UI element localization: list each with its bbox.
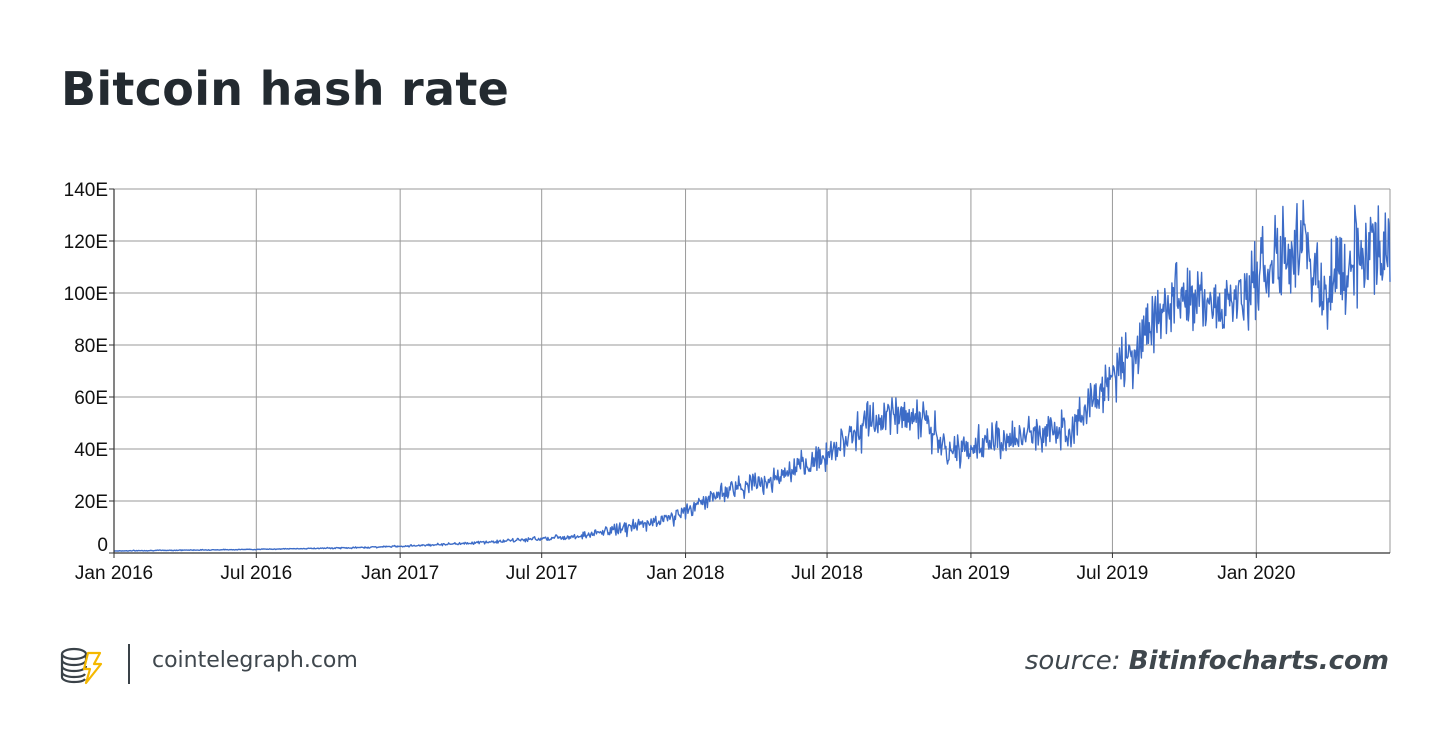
y-tick-label: 120E bbox=[64, 232, 108, 253]
footer-source: source: Bitinfocharts.com bbox=[1025, 646, 1389, 676]
x-tick-label: Jan 2018 bbox=[646, 563, 724, 584]
source-prefix: source: bbox=[1024, 646, 1121, 676]
y-axis-tick-labels: 0 20E 40E 60E 80E 100E 120E 140E bbox=[64, 180, 108, 556]
footer-site-name: cointelegraph.com bbox=[152, 648, 358, 673]
footer-divider bbox=[128, 644, 130, 684]
x-tick-label: Jan 2016 bbox=[75, 563, 153, 584]
hash-rate-series-line bbox=[114, 199, 1391, 552]
source-name: Bitinfocharts.com bbox=[1128, 646, 1389, 676]
x-tick-label: Jan 2020 bbox=[1217, 563, 1295, 584]
hash-rate-line-chart: 0 20E 40E 60E 80E 100E 120E 140E Jan 2016 Jul 20… bbox=[64, 180, 1391, 584]
x-tick-label: Jan 2017 bbox=[361, 563, 439, 584]
x-tick-label: Jul 2019 bbox=[1077, 563, 1149, 584]
y-tick-label: 100E bbox=[64, 284, 108, 305]
y-tick-label: 40E bbox=[74, 440, 108, 461]
coin-stack-lightning-icon bbox=[60, 647, 103, 685]
chart-grid bbox=[113, 188, 1391, 553]
x-tick-label: Jul 2016 bbox=[220, 563, 292, 584]
x-tick-label: Jul 2017 bbox=[506, 563, 578, 584]
x-axis-tick-labels: Jan 2016 Jul 2016 Jan 2017 Jul 2017 Jan 2018… bbox=[75, 563, 1295, 584]
chart-axes bbox=[109, 188, 1390, 558]
y-tick-label: 0 bbox=[97, 535, 108, 556]
chart-title: Bitcoin hash rate bbox=[61, 62, 510, 116]
y-tick-label: 60E bbox=[74, 388, 108, 409]
y-tick-label: 20E bbox=[74, 492, 108, 513]
x-tick-label: Jan 2019 bbox=[932, 563, 1010, 584]
y-tick-label: 80E bbox=[74, 336, 108, 357]
y-tick-label: 140E bbox=[64, 180, 108, 201]
x-tick-label: Jul 2018 bbox=[791, 563, 863, 584]
